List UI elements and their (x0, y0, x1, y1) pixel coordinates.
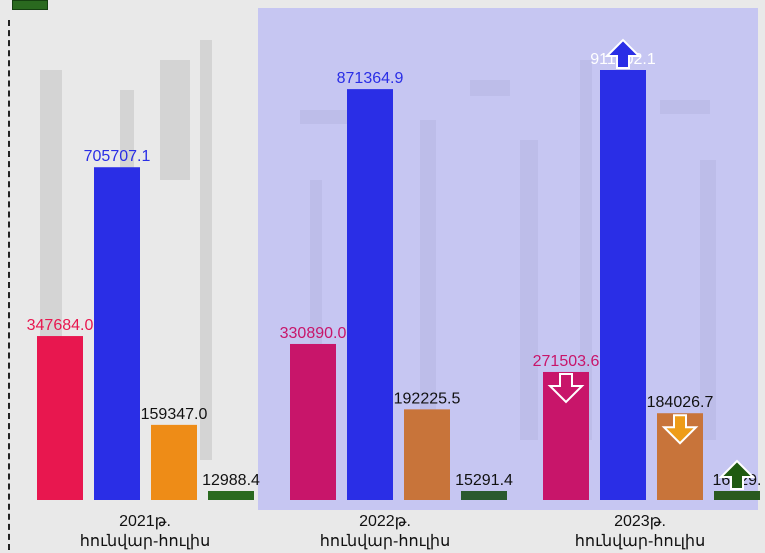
bar-s1-g2 (600, 70, 646, 500)
category-period: հունվար-հուլիս (79, 533, 211, 550)
data-label-s0-g2: 271503.6 (533, 353, 600, 370)
data-label-s2-g0: 159347.0 (141, 406, 208, 423)
data-label-s1-g1: 871364.9 (337, 70, 404, 87)
bar-s2-g1 (404, 409, 450, 500)
bar-s3-g0 (208, 491, 254, 500)
dashed-axis-line (8, 20, 10, 550)
category-year: 2022թ. (359, 513, 411, 530)
bar-s1-g0 (94, 167, 140, 501)
bar-s2-g0 (151, 424, 197, 500)
category-label: 2021թ. հունվար-հուլիս (65, 512, 225, 552)
bar-s3-g1 (461, 491, 507, 500)
category-period: հունվար-հուլիս (319, 533, 451, 550)
data-label-s0-g1: 330890.0 (280, 325, 347, 342)
trend-arrow-up-icon (718, 459, 756, 490)
bar-s0-g0 (37, 336, 83, 500)
category-label: 2023թ. հունվար-հուլիս (560, 512, 720, 552)
category-year: 2021թ. (119, 513, 171, 530)
legend-swatch (12, 0, 48, 10)
trend-arrow-down-icon (547, 372, 585, 404)
trend-arrow-up-icon (604, 38, 642, 69)
category-label: 2022թ. հունվար-հուլիս (305, 512, 465, 552)
data-label-s1-g0: 705707.1 (84, 148, 151, 165)
data-label-s0-g0: 347684.0 (27, 317, 94, 334)
data-label-s3-g0: 12988.4 (202, 472, 260, 489)
category-year: 2023թ. (614, 513, 666, 530)
trend-arrow-down-icon (661, 414, 699, 445)
data-label-s2-g2: 184026.7 (647, 394, 714, 411)
data-label-s3-g1: 15291.4 (455, 472, 513, 489)
category-period: հունվար-հուլիս (574, 533, 706, 550)
bar-s3-g2 (714, 491, 760, 500)
bar-s1-g1 (347, 89, 393, 500)
bar-s0-g1 (290, 343, 336, 500)
data-label-s2-g1: 192225.5 (394, 390, 461, 407)
